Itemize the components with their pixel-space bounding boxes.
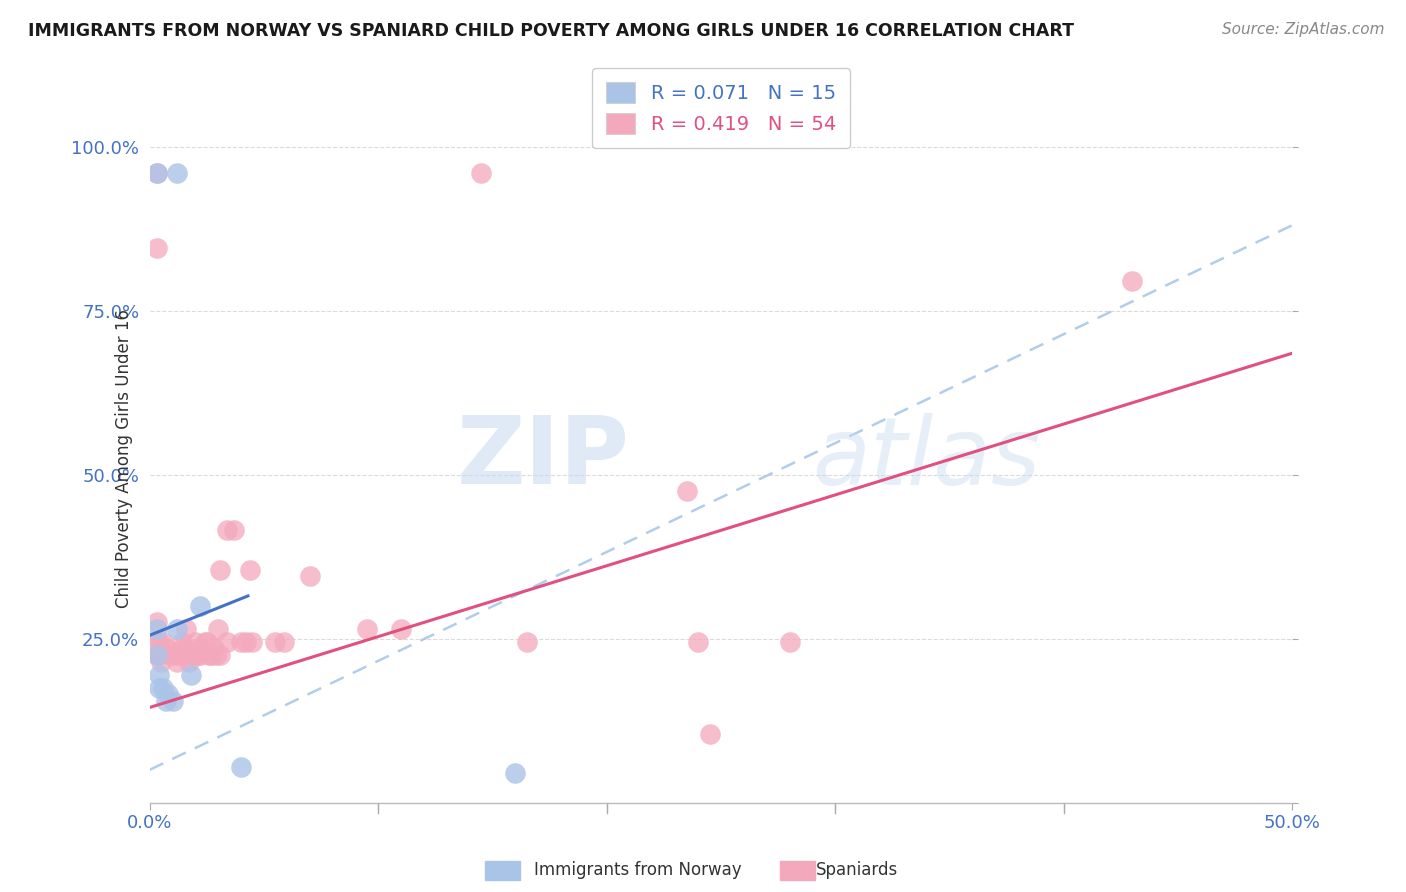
Point: [1121, 274, 1143, 288]
Point: [180, 667, 202, 681]
Point: [150, 655, 173, 669]
Point: [148, 635, 170, 649]
Point: [148, 667, 170, 681]
Point: [188, 648, 211, 662]
Point: [170, 635, 193, 649]
Point: [389, 622, 412, 636]
Point: [145, 648, 167, 662]
Point: [217, 635, 239, 649]
Point: [229, 759, 252, 773]
Point: [200, 648, 222, 662]
Text: ZIP: ZIP: [457, 412, 630, 504]
Point: [195, 635, 218, 649]
Point: [159, 648, 181, 662]
Point: [198, 648, 221, 662]
Point: [184, 635, 207, 649]
Point: [162, 648, 184, 662]
Point: [188, 641, 211, 656]
Point: [503, 766, 526, 780]
Point: [145, 648, 167, 662]
Point: [166, 166, 188, 180]
Point: [145, 635, 167, 649]
Point: [188, 599, 211, 613]
Point: [207, 622, 229, 636]
Point: [155, 641, 177, 656]
Point: [177, 655, 200, 669]
Point: [145, 241, 167, 255]
Point: [239, 563, 262, 577]
Point: [156, 687, 179, 701]
Point: [166, 655, 188, 669]
Point: [675, 483, 697, 498]
Point: [173, 648, 195, 662]
Point: [145, 166, 167, 180]
Y-axis label: Child Poverty Among Girls Under 16: Child Poverty Among Girls Under 16: [115, 309, 134, 607]
Point: [152, 635, 174, 649]
Point: [148, 681, 170, 695]
Point: [699, 727, 721, 741]
Point: [779, 635, 801, 649]
Point: [202, 641, 225, 656]
Point: [217, 524, 239, 538]
Point: [209, 563, 232, 577]
Point: [209, 648, 232, 662]
Legend: R = 0.071   N = 15, R = 0.419   N = 54: R = 0.071 N = 15, R = 0.419 N = 54: [592, 69, 849, 148]
Point: [688, 635, 710, 649]
Point: [166, 622, 188, 636]
Point: [152, 681, 174, 695]
Point: [145, 622, 167, 636]
Text: Immigrants from Norway: Immigrants from Norway: [534, 861, 742, 879]
Point: [298, 569, 321, 583]
Point: [356, 622, 378, 636]
Point: [242, 635, 264, 649]
Point: [169, 648, 191, 662]
Point: [170, 641, 193, 656]
Point: [264, 635, 287, 649]
Point: [174, 641, 197, 656]
Point: [162, 694, 184, 708]
Point: [187, 648, 209, 662]
Point: [516, 635, 538, 649]
Point: [235, 635, 257, 649]
Point: [470, 166, 492, 180]
Text: IMMIGRANTS FROM NORWAY VS SPANIARD CHILD POVERTY AMONG GIRLS UNDER 16 CORRELATIO: IMMIGRANTS FROM NORWAY VS SPANIARD CHILD…: [28, 22, 1074, 40]
Point: [273, 635, 295, 649]
Point: [180, 648, 202, 662]
Point: [174, 622, 197, 636]
Point: [145, 615, 167, 630]
Point: [193, 635, 215, 649]
Point: [155, 694, 177, 708]
Text: atlas: atlas: [813, 413, 1040, 504]
Point: [205, 648, 228, 662]
Text: Spaniards: Spaniards: [815, 861, 897, 879]
Text: Source: ZipAtlas.com: Source: ZipAtlas.com: [1222, 22, 1385, 37]
Point: [229, 635, 252, 649]
Point: [224, 524, 246, 538]
Point: [181, 648, 204, 662]
Point: [148, 648, 170, 662]
Point: [145, 166, 167, 180]
